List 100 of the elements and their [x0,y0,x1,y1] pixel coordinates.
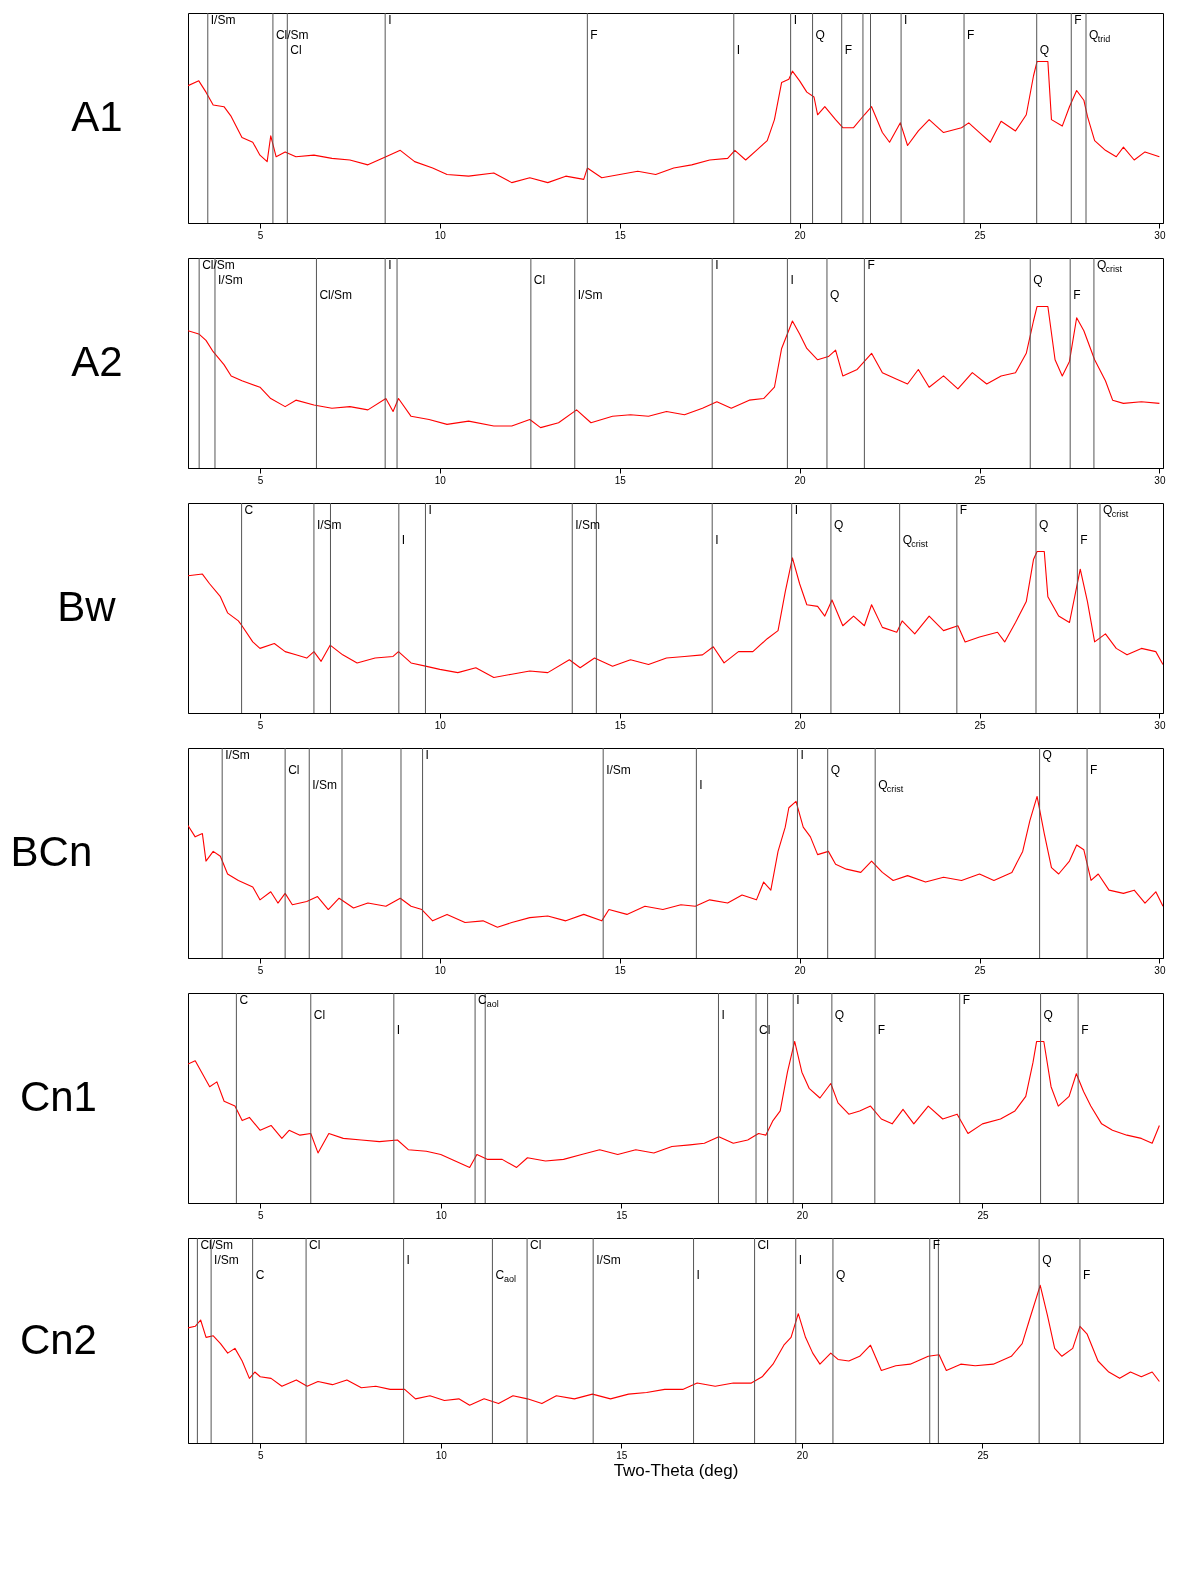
x-tick-label: 25 [974,719,987,731]
x-axis-title: Two-Theta (deg) [613,1460,739,1480]
x-tick-label: 15 [614,474,627,486]
x-tick-label: 10 [434,964,447,976]
x-tick-label: 25 [974,964,987,976]
ref-line-label: Q [1033,273,1043,287]
x-tick-label: 5 [257,964,264,976]
ref-line-label: I [796,993,800,1007]
ref-line-label: F [867,258,875,272]
ref-line-label: Cl/Sm [275,28,309,42]
x-tick-label: 10 [434,474,447,486]
ref-line-label: F [844,43,853,57]
x-tick-label: 25 [974,474,987,486]
x-tick-label: 5 [257,229,264,241]
ref-line-label: I [428,503,432,517]
ref-line-label: Cl/Sm [319,288,353,302]
text: A2 [71,338,123,385]
x-tick-label: 20 [796,1449,809,1461]
ref-line-label: I/Sm [217,273,243,287]
ref-line-label: F [590,28,598,42]
ref-line-label: I [388,258,392,272]
x-tick-label: 25 [974,229,987,241]
x-tick-label: 20 [794,229,807,241]
ref-line-label: I [793,13,797,27]
text: BCn [10,828,93,875]
ref-line-label: Q [1039,43,1050,57]
ref-line-label: Q [1039,518,1049,532]
ref-line-label: Cl [290,43,302,57]
ref-line-label: I [425,748,429,762]
ref-line-label: I [696,1268,700,1282]
ref-line-label: Cl [309,1238,321,1252]
ref-line-label: Cl [288,763,300,777]
ref-line-label: C [255,1268,265,1282]
x-tick-label: 5 [257,1209,264,1221]
x-tick-label: 20 [794,474,807,486]
x-tick-label: 25 [977,1209,989,1221]
ref-line-label: I [715,258,719,272]
ref-line-label: I [721,1008,725,1022]
ref-line-label: I [904,13,908,27]
ref-line-label: F [967,28,975,42]
ref-line-label: I [396,1023,401,1037]
ref-line-label: Q [1042,1253,1052,1267]
ref-line-label: F [877,1023,886,1037]
ref-line-label: I/Sm [214,1253,239,1267]
ref-line-label: Q [835,1268,846,1282]
ref-line-label: I [406,1253,410,1267]
ref-line-label: Q [1042,748,1052,762]
ref-line-label: I [388,13,392,27]
ref-line-label: I/Sm [225,748,250,762]
ref-line-label: F [1090,763,1098,777]
ref-line-label: I/Sm [312,778,337,792]
x-tick-label: 15 [616,1209,628,1221]
ref-line-label: C [244,503,254,517]
ref-line-label: I/Sm [596,1253,621,1267]
text: Cn1 [19,1073,97,1120]
ref-line-label: Q [1043,1008,1053,1022]
ref-line-label: Cl [533,273,546,287]
x-tick-label: 5 [257,474,264,486]
ref-line-label: I [790,273,794,287]
ref-line-label: F [962,993,971,1007]
x-tick-label: 15 [614,719,627,731]
ref-line-label: Q [834,1008,845,1022]
x-tick-label: 15 [614,964,627,976]
x-tick-label: 20 [794,719,807,731]
ref-line-label: Cl [530,1238,542,1252]
text: Bw [57,583,117,630]
ref-line-label: F [1082,1268,1091,1282]
ref-line-label: I [800,748,804,762]
ref-line-label: Cl/Sm [202,258,235,272]
ref-line-label: F [1081,1023,1089,1037]
text: A1 [71,93,123,140]
ref-line-label: I [401,533,406,547]
ref-line-label: Q [815,28,825,42]
ref-line-label: Cl [313,1008,326,1022]
ref-line-label: F [1080,533,1088,547]
ref-line-label: F [1074,13,1082,27]
ref-line-label: I [798,1253,803,1267]
ref-line-label: I [699,778,703,792]
x-tick-label: 30 [1154,719,1166,731]
x-tick-label: 20 [796,1209,809,1221]
x-tick-label: 30 [1154,964,1166,976]
x-tick-label: 10 [435,1209,448,1221]
ref-line-label: Cl/Sm [200,1238,234,1252]
x-tick-label: 20 [794,964,807,976]
x-tick-label: 5 [257,1449,264,1461]
ref-line-label: I/Sm [606,763,631,777]
ref-line-label: F [1073,288,1081,302]
x-tick-label: 10 [435,1449,448,1461]
ref-line-label: C [239,993,249,1007]
ref-line-label: I/Sm [577,288,603,302]
ref-line-label: I [736,43,741,57]
ref-line-label: I [715,533,719,547]
x-tick-label: 10 [434,719,447,731]
ref-line-label: I/Sm [210,13,236,27]
ref-line-label: I [794,503,799,517]
ref-line-label: F [959,503,968,517]
x-tick-label: 5 [257,719,264,731]
x-tick-label: 15 [614,229,627,241]
x-tick-label: 25 [977,1449,989,1461]
x-tick-label: 30 [1154,229,1166,241]
